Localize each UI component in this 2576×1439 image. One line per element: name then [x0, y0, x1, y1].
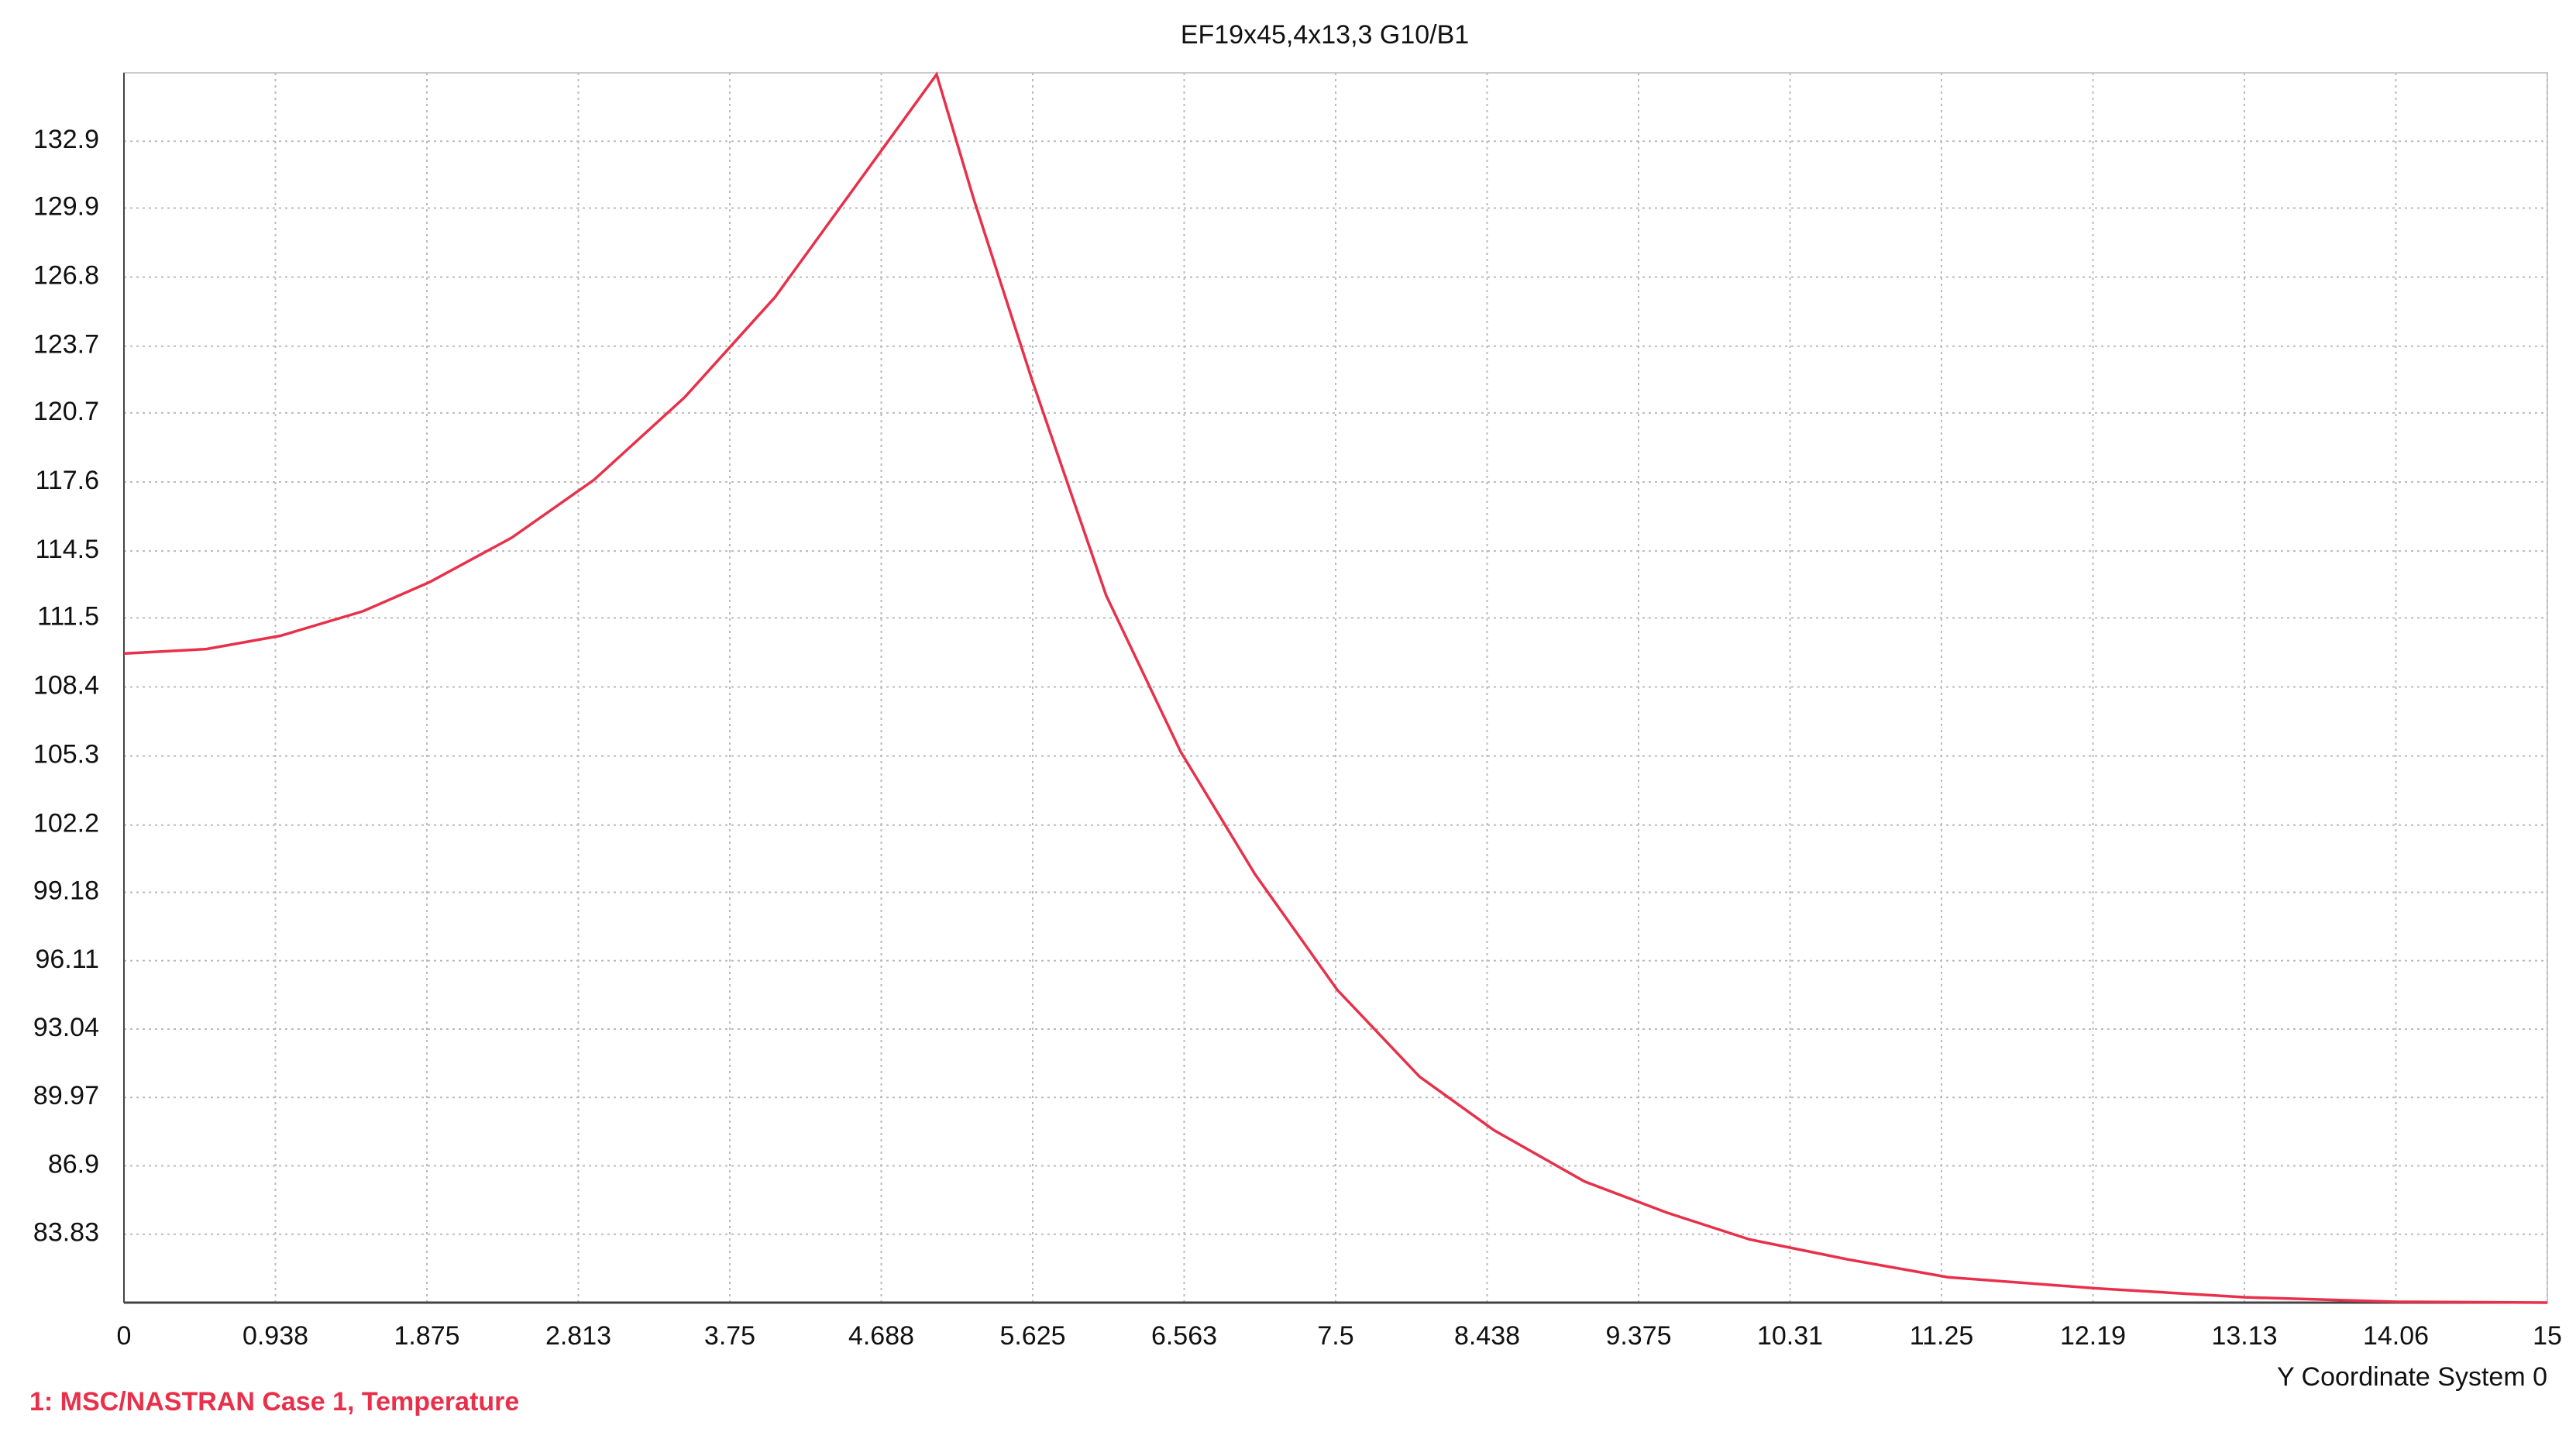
x-tick-label: 5.625 [999, 1321, 1065, 1351]
y-tick-label: 129.9 [33, 191, 99, 221]
x-axis-label: Y Coordinate System 0 [2277, 1362, 2547, 1392]
y-tick-label: 96.11 [35, 945, 99, 974]
x-tick-label: 4.688 [848, 1321, 914, 1351]
x-tick-label: 11.25 [1910, 1321, 1974, 1351]
x-tick-label: 13.13 [2211, 1321, 2277, 1351]
x-tick-label: 8.438 [1454, 1321, 1520, 1351]
y-tick-label: 117.6 [35, 466, 99, 495]
x-tick-label: 10.31 [1757, 1321, 1823, 1351]
x-tick-label: 9.375 [1605, 1321, 1671, 1351]
x-tick-label: 12.19 [2060, 1321, 2126, 1351]
data-line [123, 71, 2548, 1304]
y-tick-label: 86.9 [48, 1149, 99, 1179]
y-tick-label: 111.5 [37, 601, 99, 631]
y-tick-label: 123.7 [33, 330, 99, 360]
y-tick-label: 83.83 [33, 1218, 99, 1248]
y-tick-label: 99.18 [33, 876, 99, 906]
x-tick-label: 2.813 [545, 1321, 611, 1351]
x-tick-label: 14.06 [2363, 1321, 2429, 1351]
y-tick-label: 114.5 [35, 535, 99, 564]
y-tick-label: 105.3 [33, 740, 99, 769]
x-tick-label: 1.875 [394, 1321, 459, 1351]
y-tick-label: 126.8 [33, 261, 99, 291]
x-tick-label: 3.75 [704, 1321, 755, 1351]
y-tick-label: 108.4 [33, 670, 99, 700]
x-tick-label: 7.5 [1317, 1321, 1353, 1351]
y-tick-label: 93.04 [33, 1013, 99, 1042]
legend-entry: 1: MSC/NASTRAN Case 1, Temperature [29, 1387, 519, 1417]
y-tick-label: 102.2 [33, 809, 99, 838]
x-tick-label: 0.938 [242, 1321, 308, 1351]
x-tick-label: 6.563 [1151, 1321, 1217, 1351]
y-tick-label: 89.97 [33, 1081, 99, 1110]
x-tick-label: 15 [2533, 1321, 2562, 1351]
chart-title: EF19x45,4x13,3 G10/B1 [1181, 20, 1469, 50]
x-tick-label: 0 [117, 1321, 132, 1351]
y-tick-label: 120.7 [33, 397, 99, 426]
y-tick-label: 132.9 [33, 125, 99, 154]
